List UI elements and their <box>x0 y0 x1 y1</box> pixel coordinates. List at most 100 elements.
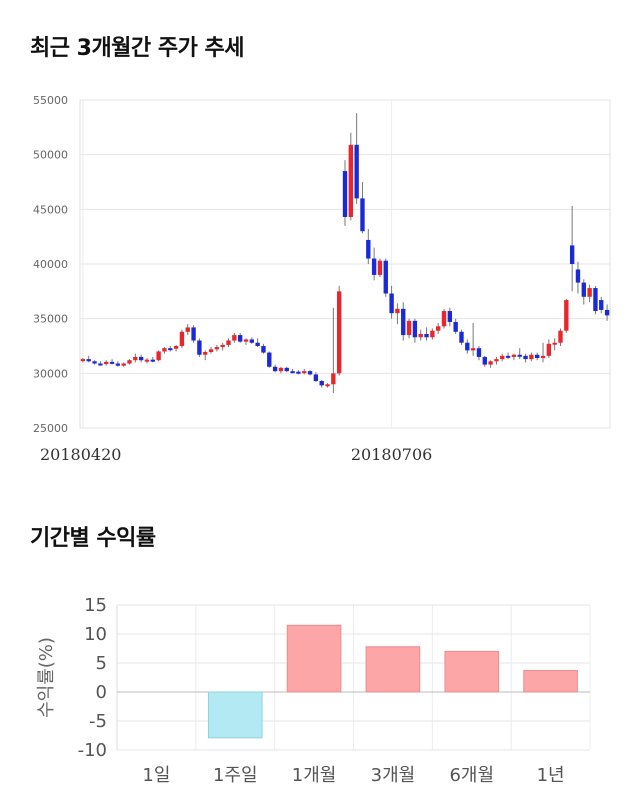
candle-body <box>447 311 453 322</box>
candle-body <box>371 258 377 275</box>
candle-body <box>535 354 540 359</box>
candle-body <box>138 356 144 361</box>
candle-body <box>465 342 470 351</box>
y-tick-label: -10 <box>78 740 107 761</box>
return-bar <box>207 691 263 739</box>
y-tick-label: 10 <box>84 624 107 645</box>
candle-body <box>226 340 231 345</box>
candle-body <box>494 359 499 362</box>
candle-body <box>540 355 546 359</box>
candle-body <box>488 361 493 365</box>
x-tick-label: 1일 <box>142 765 170 786</box>
candle-body <box>604 309 610 316</box>
candle-body <box>476 348 482 357</box>
candle-body <box>517 354 522 357</box>
candle-body <box>179 331 185 346</box>
candle-body <box>500 355 505 360</box>
candle-body <box>342 171 348 217</box>
candle-body <box>581 282 586 297</box>
y-tick-label: 45000 <box>33 203 68 216</box>
candle-body <box>313 374 319 381</box>
candle-body <box>278 367 284 372</box>
candle-body <box>267 352 272 367</box>
candle-body <box>249 339 254 343</box>
candle-body <box>354 144 359 199</box>
candle-body <box>80 359 86 362</box>
candle-body <box>232 335 237 341</box>
candle-body <box>150 359 155 362</box>
x-tick-label: 20180706 <box>351 445 432 464</box>
candle-body <box>237 335 243 342</box>
candle-body <box>383 260 388 294</box>
candle-body <box>255 342 260 346</box>
price-trend-chart: 55000 50000 45000 40000 35000 30000 25000 20180… <box>33 94 611 464</box>
y-tick-label: -5 <box>89 711 107 732</box>
candle-body <box>599 300 604 310</box>
candle-body <box>214 347 220 350</box>
y-tick-label: 40000 <box>33 258 68 271</box>
return-bar <box>444 650 500 693</box>
candle-body <box>441 311 447 327</box>
candle-body <box>208 349 214 353</box>
x-tick-label: 1주일 <box>213 765 258 786</box>
y-tick-label: 25000 <box>33 422 68 435</box>
candle-body <box>564 300 569 331</box>
candle-body <box>272 366 278 372</box>
candle-body <box>109 361 115 364</box>
candle-body <box>511 354 517 357</box>
candle-body <box>133 356 138 361</box>
candle-body <box>529 354 534 360</box>
x-tick-label: 20180420 <box>40 445 121 464</box>
candle-body <box>453 321 458 332</box>
candle-body <box>203 352 208 355</box>
y-tick-label: 0 <box>96 682 107 703</box>
price-trend-title: 최근 3개월간 주가 추세 <box>30 36 244 61</box>
candle-body <box>261 346 266 353</box>
x-tick-label: 6개월 <box>449 765 494 786</box>
candle-body <box>127 360 132 364</box>
candle-body <box>389 293 394 314</box>
y-tick-label: 5 <box>96 653 107 674</box>
candle-body <box>523 355 528 360</box>
candle-body <box>319 380 324 386</box>
candle-body <box>575 269 581 283</box>
candle-body <box>348 144 354 217</box>
candle-body <box>569 245 575 264</box>
candle-body <box>156 351 161 361</box>
candle-body <box>401 308 406 336</box>
y-tick-label: 30000 <box>33 367 68 380</box>
candle-body <box>92 361 97 364</box>
candle-body <box>104 361 109 365</box>
candle-body <box>290 371 295 374</box>
candle-body <box>331 373 336 385</box>
candle-body <box>243 339 249 342</box>
candle-body <box>587 288 592 297</box>
candle-body <box>552 342 557 345</box>
candle-body <box>121 363 126 366</box>
y-tick-label: 35000 <box>33 313 68 326</box>
returns-title: 기간별 수익률 <box>30 526 156 551</box>
candle-body <box>307 371 313 375</box>
candle-body <box>482 356 487 365</box>
y-tick-label: 15 <box>84 595 107 616</box>
return-bar <box>286 624 342 693</box>
candle-body <box>406 320 412 336</box>
candle-body <box>436 326 441 331</box>
candle-body <box>412 320 418 338</box>
x-tick-label: 1개월 <box>292 765 337 786</box>
candle-body <box>424 333 429 338</box>
candle-body <box>197 340 202 355</box>
candle-body <box>220 344 225 348</box>
candle-body <box>162 348 167 352</box>
candle-body <box>470 348 476 351</box>
candle-body <box>418 333 423 338</box>
return-bar <box>523 670 578 693</box>
candle-body <box>185 327 190 332</box>
candle-body <box>377 260 383 275</box>
y-tick-label: 50000 <box>33 149 68 162</box>
candle-body <box>593 288 598 312</box>
candle-body <box>430 330 435 338</box>
candle-body <box>558 330 563 343</box>
return-bar <box>365 646 421 693</box>
